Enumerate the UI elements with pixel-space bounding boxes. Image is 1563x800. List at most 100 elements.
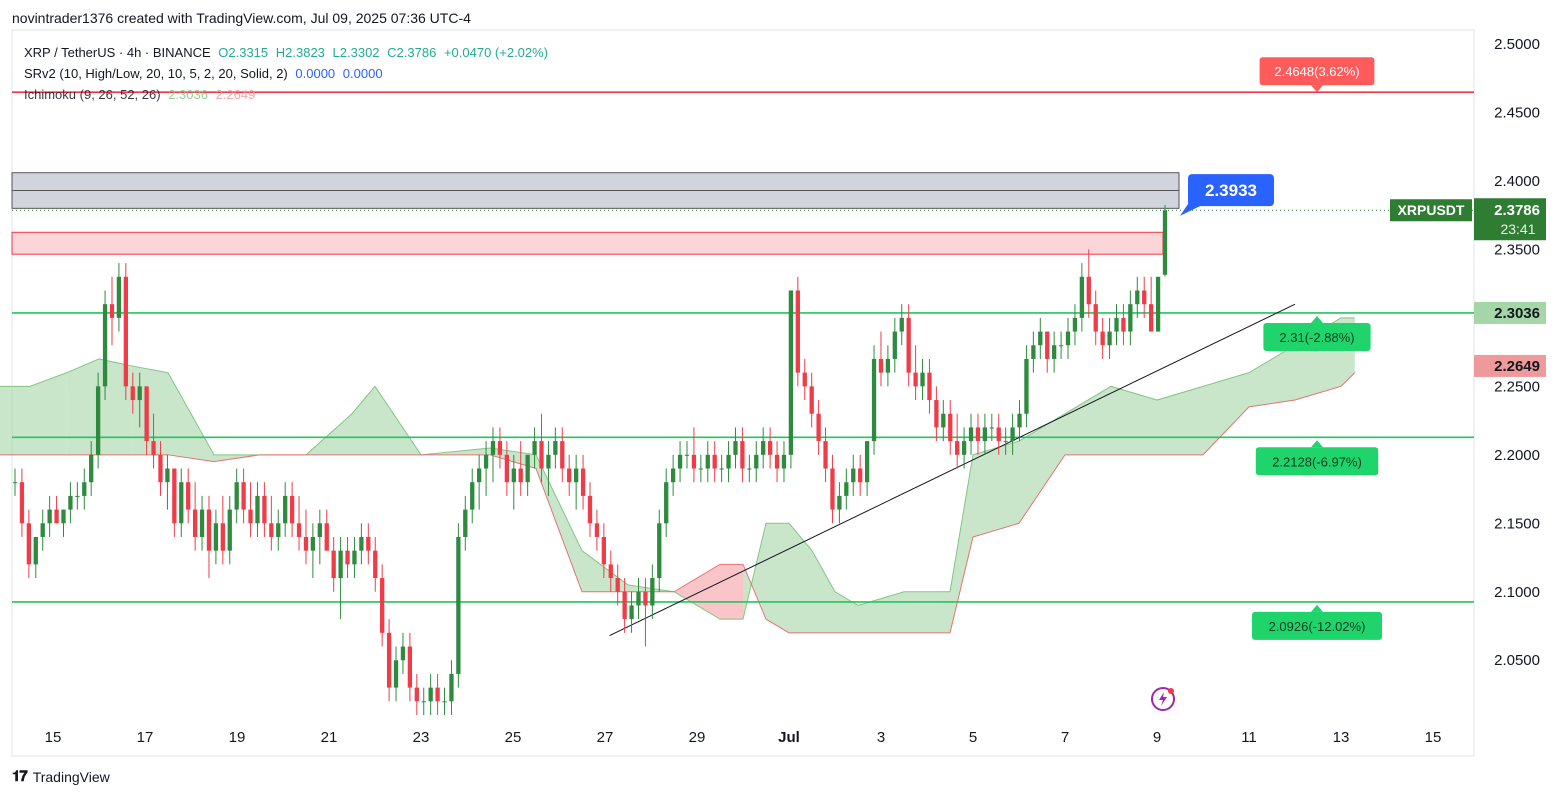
candle-body xyxy=(276,523,281,537)
candle-up xyxy=(961,427,967,469)
candle-up xyxy=(490,427,496,483)
candle-body xyxy=(691,454,697,469)
candle-up xyxy=(393,646,399,702)
ichimoku-value-2: 2.2649 xyxy=(215,87,256,102)
candle-down xyxy=(1121,304,1126,346)
candle-body xyxy=(601,536,607,565)
cloud-segment xyxy=(789,523,812,633)
candle-up xyxy=(255,482,260,537)
candle-up xyxy=(982,413,988,455)
cloud-segment xyxy=(950,454,973,633)
candle-down xyxy=(366,523,371,565)
cloud-segment xyxy=(812,550,835,633)
ichimoku-legend[interactable]: Ichimoku (9, 26, 52, 26) 2.3036 2.2649 xyxy=(24,87,259,102)
candle-body xyxy=(82,482,87,496)
candle-body xyxy=(255,495,260,524)
support-3-label-text: 2.0926(-12.02%) xyxy=(1269,619,1366,634)
srv2-legend[interactable]: SRv2 (10, High/Low, 20, 10, 5, 2, 20, So… xyxy=(24,66,387,81)
chart-attribution: novintrader1376 created with TradingView… xyxy=(12,10,471,26)
candle-down xyxy=(1142,276,1147,318)
symbol-tag-text: XRPUSDT xyxy=(1398,202,1465,218)
candle-up xyxy=(899,304,904,346)
cloud-lead-b-line xyxy=(0,372,1356,634)
candle-down xyxy=(296,495,302,551)
candle-body xyxy=(1038,331,1043,346)
candle-up xyxy=(989,413,994,442)
candle-down xyxy=(241,468,246,524)
candle-down xyxy=(158,441,163,496)
candle-down xyxy=(109,276,115,346)
candle-body xyxy=(40,523,45,537)
candle-body xyxy=(213,523,219,551)
price-axis[interactable]: 2.50002.45002.40002.35002.30002.25002.20… xyxy=(1494,36,1540,669)
candle-body xyxy=(95,386,101,455)
x-tick-label: 17 xyxy=(137,729,154,746)
candle-up xyxy=(1003,427,1008,455)
x-tick-label: 25 xyxy=(505,729,522,746)
candle-down xyxy=(622,578,627,633)
candle-body xyxy=(941,413,946,428)
resistance-label-text: 2.4648(3.62%) xyxy=(1274,64,1359,79)
candle-body xyxy=(573,468,579,483)
symbol-name[interactable]: XRP / TetherUS · 4h · BINANCE xyxy=(24,45,211,60)
lightning-icon[interactable] xyxy=(1151,687,1175,711)
candle-body xyxy=(733,441,738,455)
candle-down xyxy=(186,468,191,524)
support-2-label-box xyxy=(1255,447,1379,476)
candle-up xyxy=(1114,304,1119,346)
candle-body xyxy=(726,454,731,469)
candle-body xyxy=(740,441,745,469)
candle-down xyxy=(975,413,981,455)
ichimoku-a-tag-text: 2.3036 xyxy=(1494,305,1540,322)
candle-up xyxy=(747,454,752,483)
ohlc-close: C2.3786 xyxy=(387,45,437,60)
candle-body xyxy=(518,468,523,483)
x-tick-label: Jul xyxy=(778,729,800,746)
candle-up xyxy=(89,441,94,496)
candle-down xyxy=(823,427,828,483)
candle-up xyxy=(442,687,447,715)
candle-body xyxy=(89,454,94,483)
candle-up xyxy=(470,468,475,524)
candle-up xyxy=(1155,276,1161,332)
x-tick-label: 11 xyxy=(1241,729,1257,746)
candle-body xyxy=(324,523,329,551)
time-axis[interactable]: 15 17 19 21 23 25 27 29 Jul 3 5 7 9 11 13 15 xyxy=(45,729,1442,746)
candle-body xyxy=(109,304,115,318)
candle-up xyxy=(179,468,184,537)
candle-up xyxy=(511,454,516,510)
candle-down xyxy=(324,509,329,551)
candle-body xyxy=(393,660,399,688)
candle-body xyxy=(1010,427,1015,442)
cloud-segment xyxy=(131,365,168,455)
candle-body xyxy=(996,427,1001,442)
candle-down xyxy=(996,413,1001,455)
candle-up xyxy=(95,372,101,469)
candle-up xyxy=(1107,317,1112,359)
candle-body xyxy=(504,454,510,483)
candle-down xyxy=(130,372,135,414)
ohlc-open: O2.3315 xyxy=(218,45,269,60)
cloud-segment xyxy=(1203,372,1249,455)
price-tag-value: 2.3786 xyxy=(1494,202,1540,219)
candle-body xyxy=(934,400,939,428)
tradingview-logo[interactable]: 𝟏𝟕 TradingView xyxy=(12,768,110,785)
candle-down xyxy=(858,454,863,496)
candle-up xyxy=(400,632,406,674)
candle-body xyxy=(400,646,406,661)
candle-body xyxy=(137,386,142,401)
candle-down xyxy=(269,495,274,551)
candle-body xyxy=(179,482,184,524)
candle-down xyxy=(795,276,800,387)
candle-body xyxy=(331,550,336,579)
candle-up xyxy=(719,454,724,483)
candle-up xyxy=(670,454,676,496)
candle-body xyxy=(19,482,25,524)
candle-down xyxy=(518,441,523,496)
candle-up xyxy=(726,441,731,483)
candle-down xyxy=(248,482,253,537)
candle-down xyxy=(192,482,198,551)
candle-body xyxy=(539,441,544,469)
candle-body xyxy=(1162,210,1168,275)
